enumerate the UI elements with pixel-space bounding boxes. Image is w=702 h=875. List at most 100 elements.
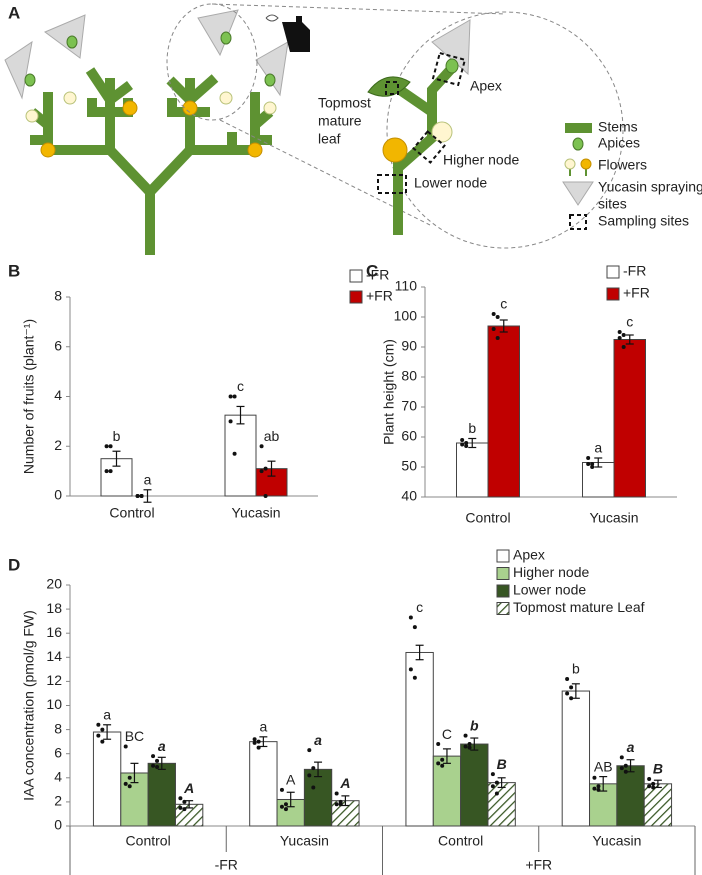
legend-label: Sampling sites	[598, 213, 689, 229]
data-point	[495, 315, 500, 319]
sampling-box	[385, 81, 399, 95]
significance-letter: a	[594, 440, 602, 456]
legend-spray	[562, 181, 594, 206]
data-point	[283, 807, 288, 812]
significance-letter: A	[286, 772, 296, 788]
bar	[582, 462, 615, 498]
zoom-circle	[386, 11, 624, 249]
data-point	[252, 737, 257, 742]
data-point	[408, 667, 413, 672]
flower	[382, 137, 408, 163]
data-point	[135, 494, 140, 498]
data-point	[100, 727, 105, 732]
legend-swatch	[496, 549, 510, 563]
y-tick-label: 0	[54, 817, 62, 833]
data-point	[463, 733, 468, 738]
data-point	[108, 469, 113, 474]
flower	[122, 100, 138, 116]
error-bar	[653, 779, 662, 789]
data-point	[412, 675, 417, 680]
x-tick-label: Yucasin	[280, 833, 329, 849]
legend-sampling	[569, 214, 587, 230]
data-point	[623, 763, 628, 768]
legend-label: Yucasin spraying	[598, 179, 702, 195]
group-label: -FR	[215, 857, 238, 873]
y-axis-title: IAA concentration (pmol/g FW)	[21, 610, 37, 801]
data-point	[491, 327, 496, 331]
bar	[613, 339, 646, 498]
data-point	[647, 777, 652, 782]
sampling-box	[412, 130, 446, 164]
data-point	[490, 772, 495, 777]
data-point	[460, 438, 465, 442]
error-bar	[259, 736, 268, 748]
error-bar	[103, 724, 112, 740]
bar	[405, 651, 434, 827]
significance-letter: c	[500, 296, 507, 312]
data-point	[490, 784, 495, 789]
significance-letter: a	[103, 706, 111, 722]
data-point	[494, 780, 499, 785]
panel-label: B	[8, 261, 20, 280]
y-tick-label: 70	[401, 398, 417, 414]
legend-label: Stems	[598, 119, 638, 135]
legend-flower	[564, 158, 576, 170]
data-point	[647, 784, 652, 789]
flower	[25, 109, 39, 123]
y-tick-label: 50	[401, 458, 417, 474]
data-point	[108, 444, 113, 449]
data-point	[463, 744, 468, 749]
data-point	[263, 466, 268, 471]
data-point	[279, 804, 284, 809]
panel-a: A Apex Topmost mature	[4, 3, 702, 255]
error-bar	[236, 405, 245, 425]
data-point	[592, 775, 597, 780]
legend-swatch	[349, 269, 363, 283]
significance-letter: a	[259, 719, 267, 735]
y-axis-title: Number of fruits (plant⁻¹)	[21, 319, 37, 474]
bar	[303, 768, 333, 827]
significance-letter: b	[572, 661, 580, 677]
error-bar	[267, 460, 276, 477]
significance-letter: c	[626, 314, 633, 330]
data-point	[123, 744, 128, 749]
data-point	[96, 722, 101, 727]
error-bar	[130, 762, 139, 784]
data-point	[127, 775, 132, 780]
data-point	[569, 685, 574, 690]
bar	[487, 782, 516, 827]
y-tick-label: 4	[54, 387, 62, 403]
data-point	[651, 785, 656, 790]
leaf	[367, 76, 411, 97]
x-tick-label: Yucasin	[592, 833, 641, 849]
apex-icon	[220, 31, 232, 45]
significance-letter: A	[183, 780, 194, 796]
data-point	[311, 766, 316, 771]
y-tick-label: 12	[46, 672, 62, 688]
data-point	[494, 791, 499, 796]
error-bar	[314, 761, 323, 778]
data-point	[256, 739, 261, 744]
y-tick-label: 20	[46, 576, 62, 592]
data-point	[596, 784, 601, 789]
significance-letter: ab	[264, 428, 280, 444]
data-point	[104, 444, 109, 449]
data-point	[621, 345, 626, 349]
significance-letter: c	[416, 599, 423, 615]
data-point	[592, 786, 597, 791]
legend-label: -FR	[366, 267, 389, 283]
label: mature	[318, 113, 362, 129]
bar	[487, 325, 520, 498]
data-point	[127, 784, 132, 789]
bar	[224, 414, 257, 497]
bar	[460, 743, 489, 827]
error-bar	[415, 644, 424, 661]
data-point	[182, 799, 187, 804]
y-tick-label: 4	[54, 769, 62, 785]
flower	[40, 142, 56, 158]
data-point	[256, 745, 261, 750]
legend-label: +FR	[366, 288, 393, 304]
bar	[561, 690, 591, 827]
flower	[182, 100, 198, 116]
data-point	[311, 785, 316, 790]
